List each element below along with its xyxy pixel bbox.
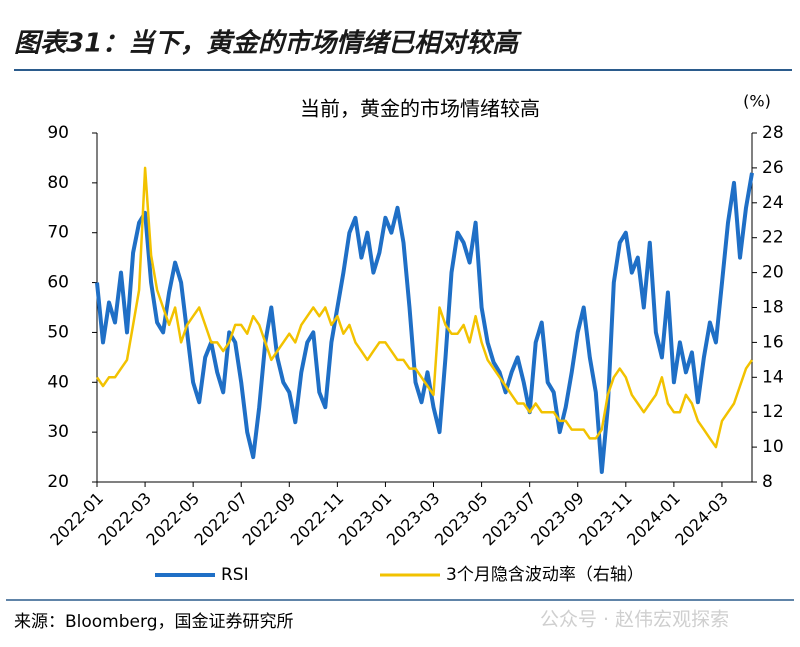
y2-tick-label: 24: [762, 193, 784, 213]
y2-tick-label: 10: [762, 437, 784, 457]
source: 来源：Bloomberg，国金证券研究所: [14, 612, 293, 632]
legend-label: 3个月隐含波动率（右轴）: [446, 565, 644, 585]
y-tick-label: 50: [47, 322, 69, 342]
legend-label: RSI: [221, 565, 249, 585]
figure-title: 图表31：当下，黄金的市场情绪已相对较高: [14, 29, 522, 59]
x-tick-label: 2024-03: [671, 489, 732, 550]
y2-tick-label: 18: [762, 298, 784, 318]
y-tick-label: 30: [47, 422, 69, 442]
y-tick-label: 80: [47, 173, 69, 193]
y2-tick-label: 22: [762, 228, 784, 248]
chart-title: 当前，黄金的市场情绪较高: [300, 97, 540, 121]
y2-tick-label: 20: [762, 263, 784, 283]
series-line: [95, 166, 754, 449]
y-tick-label: 70: [47, 223, 69, 243]
y2-tick-label: 16: [762, 332, 784, 352]
y-tick-label: 90: [47, 123, 69, 143]
y2-tick-label: 26: [762, 158, 784, 178]
y-tick-label: 20: [47, 472, 69, 492]
y2-tick-label: 14: [762, 367, 784, 387]
y-tick-label: 60: [47, 273, 69, 293]
y2-tick-label: 12: [762, 402, 784, 422]
y2-tick-label: 8: [762, 472, 773, 492]
series-line: [95, 172, 754, 474]
y2-unit: (%): [743, 92, 771, 111]
y2-tick-label: 28: [762, 123, 784, 143]
y-tick-label: 40: [47, 372, 69, 392]
watermark: 公众号 · 赵伟宏观探索: [540, 609, 729, 631]
